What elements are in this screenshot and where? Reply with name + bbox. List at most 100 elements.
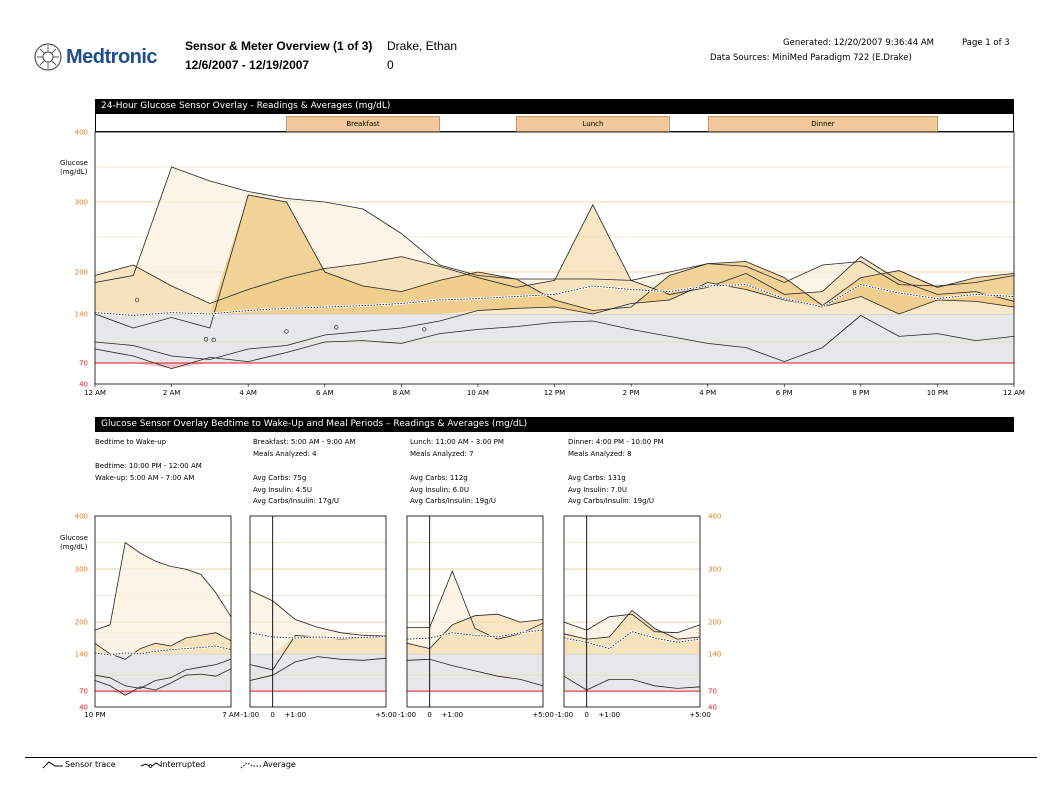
- plot-frame: [249, 515, 387, 708]
- x-tick-label: +5:00: [532, 711, 554, 719]
- y-tick-label-left: 400: [75, 513, 88, 521]
- overlay-chart: 40 70 140 200 300 400 12 AM 2 AM 4 AM 6 AM 8 AM 10 …: [75, 129, 1025, 398]
- y-tick-label: 40: [79, 381, 88, 389]
- y-tick-label: 300: [75, 199, 88, 207]
- x-tick-label: +5:00: [375, 711, 397, 719]
- meter-reading-marker: [134, 297, 140, 303]
- high-area-fill: [407, 571, 543, 654]
- sensor-trace: [94, 203, 1015, 304]
- date-range: 12/6/2007 - 12/19/2007: [185, 58, 310, 72]
- x-tick-label: 12 AM: [84, 389, 106, 397]
- meter-reading-marker: [422, 327, 427, 332]
- dinner-insulin: Avg Insulin: 7.0U: [568, 486, 627, 494]
- meal-breakfast: Breakfast: [286, 116, 440, 132]
- average-trace: [406, 629, 544, 640]
- page-number: Page 1 of 3: [962, 38, 1010, 48]
- wakeup-range: Wake-up: 5:00 AM - 7:00 AM: [95, 474, 195, 482]
- high-area-fill: [95, 282, 1014, 314]
- x-tick-label: +5:00: [689, 711, 711, 719]
- legend-interrupted: Interrupted: [160, 760, 206, 769]
- sensor-trace: [94, 166, 1015, 287]
- breakfast-ratio: Avg Carbs/Insulin: 17g/U: [253, 497, 340, 505]
- x-tick-label: -1:00: [398, 711, 416, 719]
- y-tick-label-left: 70: [79, 688, 88, 696]
- sensor-trace: [94, 314, 1015, 370]
- meal-dinner: Dinner: [708, 116, 938, 132]
- lunch-heading: Lunch: 11:00 AM - 3:00 PM: [410, 438, 504, 446]
- breakfast-plot: [249, 515, 387, 708]
- average-icon: [240, 762, 261, 769]
- x-tick-label: +1:00: [285, 711, 307, 719]
- x-tick-label: 0: [427, 711, 431, 719]
- plot-frame: [406, 515, 544, 708]
- dinner-meals: Meals Analyzed: 8: [568, 450, 632, 458]
- lunch-insulin: Avg Insulin: 6.0U: [410, 486, 469, 494]
- y-tick-label: 200: [75, 269, 88, 277]
- patient-name: Drake, Ethan: [387, 39, 458, 53]
- legend-average: Average: [263, 760, 296, 769]
- average-trace: [94, 284, 1015, 316]
- lunch-plot: [406, 515, 544, 708]
- y-tick-label: 70: [79, 360, 88, 368]
- x-tick-label: +1:00: [599, 711, 621, 719]
- target-range-band: [95, 314, 1014, 363]
- x-tick-label: 6 AM: [316, 389, 334, 397]
- x-tick-label: 4 AM: [239, 389, 257, 397]
- high-area-fill: [250, 635, 386, 654]
- breakfast-insulin: Avg Insulin: 4.5U: [253, 486, 312, 494]
- period-charts: 10 PM 7 AM -1:00 0 +1:00 +5:00 -1:00 0 +1:00 +5:0…: [75, 513, 722, 720]
- average-trace: [94, 645, 232, 656]
- generated-timestamp: Generated: 12/20/2007 9:36:44 AM: [783, 38, 934, 48]
- dinner-ratio: Avg Carbs/Insulin: 19g/U: [568, 497, 655, 505]
- x-tick-label: 10 AM: [467, 389, 489, 397]
- dinner-heading: Dinner: 4:00 PM - 10:00 PM: [568, 438, 664, 446]
- y-tick-label-left: 300: [75, 566, 88, 574]
- x-tick-label: 8 AM: [393, 389, 411, 397]
- interrupted-icon: [140, 762, 162, 768]
- data-sources: Data Sources: MiniMed Paradigm 722 (E.Dr…: [710, 53, 912, 63]
- bedtime-heading: Bedtime to Wake-up: [95, 438, 167, 446]
- x-tick-label: +1:00: [442, 711, 464, 719]
- breakfast-carbs: Avg Carbs: 75g: [253, 474, 307, 482]
- y-tick-label-right: 40: [708, 704, 717, 712]
- target-range-band: [564, 653, 700, 692]
- x-tick-label: 0: [270, 711, 274, 719]
- x-tick-label: 7 AM: [222, 711, 240, 719]
- small-y-axis-label: Glucose: [60, 534, 88, 542]
- medtronic-logo: [34, 43, 62, 71]
- bedtime-plot: [94, 515, 232, 708]
- x-tick-label: -1:00: [241, 711, 259, 719]
- patient-id: 0: [387, 58, 394, 72]
- x-tick-label: 12 AM: [1003, 389, 1025, 397]
- x-tick-label: 2 PM: [623, 389, 640, 397]
- high-area-fill: [407, 614, 543, 654]
- sensor-trace-icon: [42, 761, 63, 769]
- bedtime-range: Bedtime: 10:00 PM - 12:00 AM: [95, 462, 202, 470]
- x-tick-label: 10 PM: [84, 711, 105, 719]
- x-tick-label: 8 PM: [852, 389, 869, 397]
- lunch-meals: Meals Analyzed: 7: [410, 450, 474, 458]
- y-tick-label-left: 40: [79, 704, 88, 712]
- y-tick-label-right: 140: [708, 650, 721, 658]
- y-tick-label-right: 300: [708, 566, 721, 574]
- y-axis-unit: (mg/dL): [60, 168, 88, 176]
- y-tick-label: 140: [75, 311, 88, 319]
- sensor-trace: [94, 541, 232, 631]
- meter-reading-marker: [211, 337, 216, 343]
- average-trace: [563, 631, 701, 650]
- x-tick-label: 10 PM: [927, 389, 948, 397]
- plot-frame: [94, 515, 232, 708]
- y-tick-label-right: 70: [708, 688, 717, 696]
- meter-reading-marker: [203, 337, 209, 342]
- dinner-carbs: Avg Carbs: 131g: [568, 474, 626, 482]
- sensor-trace: [94, 282, 1015, 360]
- meter-reading-marker: [334, 325, 339, 330]
- small-y-axis-unit: (mg/dL): [60, 543, 88, 551]
- x-tick-label: 12 PM: [544, 389, 565, 397]
- breakfast-meals: Meals Analyzed: 4: [253, 450, 317, 458]
- overlay-title-bar: 24-Hour Glucose Sensor Overlay - Reading…: [95, 99, 1014, 114]
- plot-frame: [563, 515, 701, 708]
- y-tick-label-right: 400: [708, 513, 721, 521]
- x-tick-label: 2 AM: [163, 389, 181, 397]
- brand-name: Medtronic: [66, 46, 158, 68]
